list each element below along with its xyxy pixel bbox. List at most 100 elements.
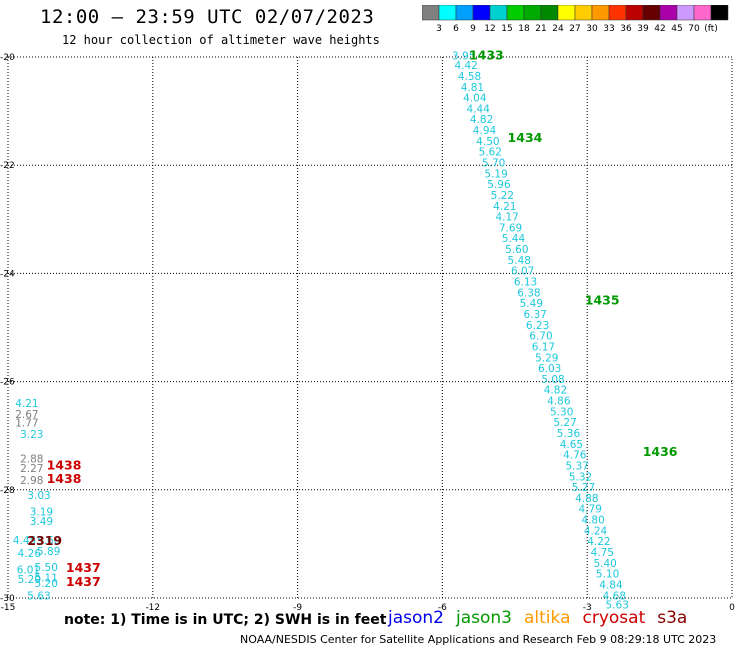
legend-entry-s3a: s3a (657, 608, 688, 628)
color-scale-label: 33 (603, 24, 614, 34)
data-point-label: 4.45 (13, 535, 36, 547)
color-scale-label: 9 (470, 24, 476, 34)
pass-number-label: 1438 (47, 471, 82, 486)
data-point-label: 4.44 (467, 103, 491, 115)
data-point-label: 5.49 (520, 298, 543, 310)
x-tick-label: -12 (145, 603, 160, 613)
data-point-label: 4.94 (473, 125, 497, 137)
data-point-label: 6.07 (511, 266, 534, 278)
color-swatch (710, 5, 729, 21)
color-scale-label: 45 (671, 24, 682, 34)
data-point-label: 5.32 (569, 471, 592, 483)
note-text: note: 1) Time is in UTC; 2) SWH is in fe… (64, 612, 387, 628)
data-point-label: 2.98 (20, 475, 43, 487)
data-point-label: 5.08 (541, 374, 564, 386)
data-point-label: 5.63 (606, 599, 629, 611)
data-point-label: 6.17 (532, 341, 555, 353)
data-point-label: 5.60 (37, 535, 60, 547)
data-point-label: 2.88 (20, 453, 43, 465)
x-tick-label: 0 (729, 603, 735, 613)
data-point-label: 3.19 (30, 506, 53, 518)
data-point-label: 5.37 (565, 460, 588, 472)
data-point-label: 4.81 (461, 82, 484, 94)
data-point-label: 4.75 (591, 547, 614, 559)
data-point-label: 3.03 (27, 490, 50, 502)
color-scale-label: 6 (453, 24, 459, 34)
data-point-label: 5.89 (37, 546, 60, 558)
data-point-label: 7.69 (499, 222, 522, 234)
data-point-label: 5.60 (505, 244, 528, 256)
data-point-label: 5.48 (508, 255, 531, 267)
data-point-label: 5.11 (35, 572, 58, 584)
data-point-label: 5.20 (35, 578, 58, 590)
pass-number-label: 1438 (47, 457, 82, 472)
data-point-label: 5.22 (491, 190, 514, 202)
color-scale-label: 3 (436, 24, 442, 34)
data-point-label: 6.23 (526, 320, 549, 332)
color-scale-label: 24 (552, 24, 564, 34)
color-scale-bar: 3 6 9 12 15 18 21 24 27 30 33 36 39 42 45 70 (ft) (422, 5, 729, 34)
data-point-label: 5.27 (572, 482, 595, 494)
data-point-label: 4.84 (599, 579, 623, 591)
data-point-label: 4.26 (18, 548, 42, 560)
data-point-label: 4.88 (575, 493, 598, 505)
data-point-label: 4.76 (563, 450, 587, 462)
color-scale-label: 27 (569, 24, 580, 34)
data-point-label: 6.03 (538, 363, 561, 375)
data-point-label: 6.37 (523, 309, 546, 321)
data-point-label: 4.04 (463, 93, 487, 105)
color-scale-label: 36 (620, 24, 632, 34)
data-point-label: 5.27 (553, 417, 576, 429)
pass-number-label: 1433 (469, 47, 504, 62)
data-point-label: 3.23 (20, 429, 43, 441)
color-scale-label: (ft) (704, 24, 718, 34)
x-tick-label: -9 (293, 603, 302, 613)
pass-number-label: 1437 (66, 560, 101, 575)
data-point-label: 6.01 (17, 564, 40, 576)
data-point-label: 5.20 (18, 574, 41, 586)
data-point-label: 4.80 (581, 515, 604, 527)
data-point-label: 4.79 (579, 504, 602, 516)
chart-title: 12:00 – 23:59 UTC 02/07/2023 (40, 6, 375, 28)
data-point-label: 5.63 (27, 590, 50, 602)
data-point-label: 3.49 (30, 516, 53, 528)
data-point-label: 2.27 (20, 463, 43, 475)
data-point-label: 4.50 (476, 136, 499, 148)
y-tick-label: -26 (0, 378, 15, 388)
legend-entry-jason3: jason3 (456, 608, 512, 628)
color-scale-label: 42 (654, 24, 665, 34)
color-scale-label: 12 (484, 24, 495, 34)
data-point-label: 4.65 (560, 439, 583, 451)
y-tick-label: -20 (0, 53, 15, 63)
data-point-label: 4.21 (15, 398, 38, 410)
data-point-label: 5.96 (487, 179, 511, 191)
data-point-label: 4.22 (587, 536, 610, 548)
data-point-label: 4.86 (547, 396, 571, 408)
legend-entry-cryosat: cryosat (582, 608, 646, 628)
pass-number-label: 1437 (66, 574, 101, 589)
data-point-label: 4.58 (458, 71, 481, 83)
data-point-label: 5.36 (557, 428, 581, 440)
color-scale-label: 18 (518, 24, 530, 34)
satellite-legend: jason2 jason3 altika cryosat s3a (388, 608, 699, 628)
color-scale-label: 30 (586, 24, 598, 34)
data-point-label: 6.70 (529, 331, 552, 343)
data-point-label: 4.24 (584, 525, 608, 537)
data-point-label: 4.82 (544, 385, 567, 397)
data-point-label: 6.13 (514, 277, 537, 289)
y-tick-label: -24 (0, 269, 15, 279)
pass-number-label: 1434 (508, 130, 543, 145)
data-point-label: 6.38 (517, 287, 540, 299)
color-scale-label: 70 (688, 24, 700, 34)
pass-number-label: 1435 (585, 292, 620, 307)
data-point-label: 4.42 (454, 60, 477, 72)
pass-number-label: 2319 (27, 533, 62, 548)
color-scale-label: 21 (535, 24, 546, 34)
data-point-label: 4.17 (495, 212, 518, 224)
plot-frame (7, 56, 733, 599)
data-point-label: 5.44 (502, 233, 526, 245)
x-tick-label: -15 (1, 603, 16, 613)
data-point-label: 4.82 (470, 114, 493, 126)
data-point-label: 5.62 (479, 147, 502, 159)
